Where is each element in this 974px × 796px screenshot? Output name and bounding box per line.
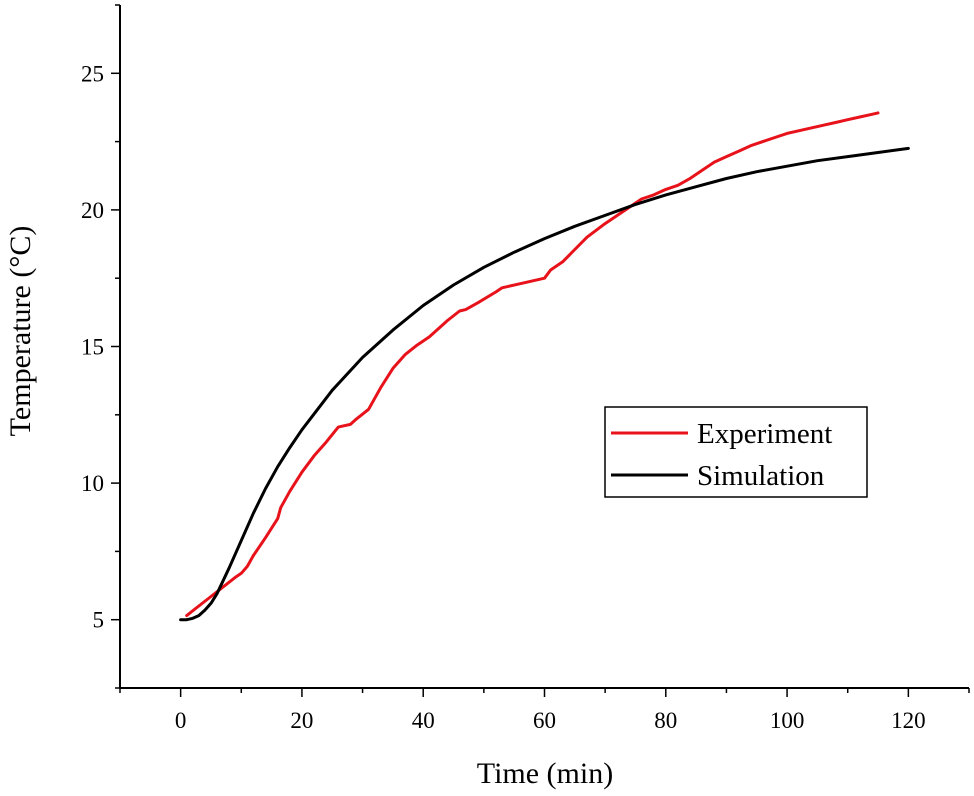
axes bbox=[119, 5, 969, 689]
x-axis-ticks: 0 20 40 60 80 100 120 bbox=[119, 688, 970, 733]
x-axis-title: Time (min) bbox=[477, 757, 613, 790]
y-tick-label: 15 bbox=[81, 335, 104, 360]
series-lines bbox=[179, 111, 910, 622]
y-tick-label: 20 bbox=[81, 198, 104, 223]
x-tick-label: 80 bbox=[654, 708, 677, 733]
y-tick-label: 10 bbox=[81, 471, 104, 496]
y-axis-ticks: 5 10 15 20 25 bbox=[81, 4, 120, 689]
series-line-simulation bbox=[179, 146, 910, 622]
y-tick-label: 5 bbox=[93, 608, 105, 633]
x-tick-label: 100 bbox=[770, 708, 805, 733]
x-tick-label: 20 bbox=[290, 708, 313, 733]
y-axis-title: Temperature (°C) bbox=[4, 226, 37, 437]
x-tick-label: 0 bbox=[175, 708, 187, 733]
legend-label-experiment: Experiment bbox=[697, 418, 832, 450]
legend-box bbox=[604, 406, 868, 498]
x-tick-label: 40 bbox=[412, 708, 435, 733]
x-tick-label: 60 bbox=[533, 708, 556, 733]
x-tick-label: 120 bbox=[891, 708, 926, 733]
legend-label-simulation: Simulation bbox=[697, 460, 825, 492]
legend: Experiment Simulation bbox=[604, 406, 868, 498]
series-line-experiment bbox=[185, 111, 880, 618]
y-tick-label: 25 bbox=[81, 61, 104, 86]
